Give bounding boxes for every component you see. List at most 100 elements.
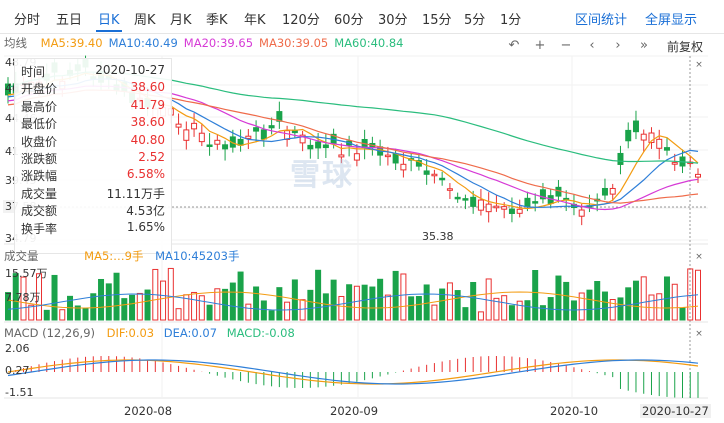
- scroll-left-icon[interactable]: ‹: [589, 38, 595, 53]
- tab-11[interactable]: 5分: [464, 13, 486, 28]
- zoom-in-icon[interactable]: +: [534, 38, 546, 53]
- candle-body: [268, 125, 275, 129]
- tooltip-value: 2020-10-27: [95, 63, 165, 77]
- ma-legend-item: MA10:40.49: [108, 36, 178, 50]
- tooltip-value: 38.60: [130, 115, 165, 130]
- ma-legend-item: MA30:39.05: [259, 36, 329, 50]
- tab-2[interactable]: 日K: [96, 9, 122, 32]
- candle-body: [384, 154, 391, 158]
- volume-bar: [524, 300, 531, 321]
- tab-3[interactable]: 周K: [134, 13, 156, 28]
- volume-bar: [175, 308, 182, 321]
- min-price-marker: 35.38: [422, 230, 454, 243]
- ma-legend: 均线 MA5:39.40 MA10:40.49 MA20:39.65 MA30:39.…: [4, 35, 404, 51]
- volume-bar: [454, 290, 461, 321]
- fuquan-selector[interactable]: 前复权: [667, 40, 704, 54]
- volume-bar: [28, 304, 35, 321]
- volume-bar: [90, 293, 97, 321]
- scroll-right-icon[interactable]: ›: [615, 38, 621, 53]
- tab-5[interactable]: 季K: [206, 13, 228, 28]
- tooltip-value: 11.11万手: [106, 186, 165, 201]
- candle-body: [454, 196, 461, 200]
- volume-legend: 成交量 MA5:…9手 MA10:45203手: [4, 248, 240, 264]
- close-macd-icon[interactable]: ×: [695, 329, 703, 339]
- tab-12[interactable]: 1分: [500, 13, 522, 28]
- candle-body: [609, 187, 616, 195]
- volume-bar: [113, 272, 120, 321]
- volume-bar: [330, 279, 337, 321]
- volume-bar: [477, 311, 484, 321]
- tab-9[interactable]: 30分: [378, 13, 408, 28]
- date-label-oct: 2020-10: [550, 404, 599, 418]
- candle-body: [392, 153, 399, 164]
- candle-body: [524, 197, 531, 208]
- volume-ma-line: [7, 293, 699, 311]
- candle-body: [276, 111, 283, 122]
- close-volume-icon[interactable]: ×: [695, 252, 703, 262]
- tooltip-row: 收盘价 40.80: [21, 133, 165, 150]
- tab-7[interactable]: 120分: [282, 13, 320, 28]
- tab-1[interactable]: 五日: [56, 13, 83, 28]
- candle-body: [315, 141, 322, 149]
- tooltip-row: 最低价 38.60: [21, 115, 165, 132]
- candle-body: [501, 206, 508, 210]
- volume-bar: [36, 273, 43, 321]
- ma-legend-title: 均线: [4, 36, 27, 50]
- tab-8[interactable]: 60分: [334, 13, 364, 28]
- date-label-cursor: 2020-10-27: [640, 404, 711, 418]
- tooltip-key: 涨跌幅: [21, 169, 58, 184]
- candle-body: [648, 132, 655, 143]
- fast-forward-icon[interactable]: »: [640, 38, 648, 53]
- volume-bar: [563, 281, 570, 321]
- ma-legend-item: MA60:40.84: [334, 36, 404, 50]
- volume-bar: [136, 292, 143, 321]
- volume-bar: [284, 301, 291, 321]
- candle-body: [578, 209, 585, 217]
- candle-body: [671, 162, 678, 165]
- tooltip-row: 开盘价 38.60: [21, 80, 165, 97]
- tooltip-value: 41.79: [130, 97, 165, 112]
- undo-icon[interactable]: ↶: [508, 38, 520, 53]
- close-kline-icon[interactable]: ×: [695, 60, 703, 70]
- volume-bar: [377, 278, 384, 321]
- volume-bar: [625, 287, 632, 321]
- volume-bar: [160, 280, 167, 321]
- volume-bar: [74, 305, 81, 321]
- volume-ytick-top: 15.57万: [5, 267, 48, 280]
- volume-ma10: MA10:45203手: [155, 249, 240, 263]
- candle-body: [222, 144, 229, 150]
- volume-bar: [12, 273, 19, 321]
- volume-bar: [423, 284, 430, 321]
- zoom-out-icon[interactable]: −: [560, 38, 572, 53]
- volume-bar: [446, 282, 453, 321]
- fullscreen-button[interactable]: 全屏显示: [645, 13, 698, 28]
- candle-body: [485, 203, 492, 213]
- candle-body: [462, 198, 469, 201]
- volume-bar: [315, 269, 322, 321]
- candle-body: [284, 130, 291, 140]
- tab-10[interactable]: 15分: [422, 13, 452, 28]
- tab-4[interactable]: 月K: [170, 13, 192, 28]
- macd-dif: DIF:0.03: [106, 326, 155, 340]
- volume-bar: [167, 267, 174, 321]
- volume-bar: [121, 298, 128, 321]
- volume-bar: [470, 281, 477, 321]
- range-stats-button[interactable]: 区间统计: [575, 13, 628, 28]
- volume-bar: [617, 297, 624, 321]
- volume-bar: [51, 274, 58, 321]
- tooltip-row: 换手率 1.65%: [21, 220, 165, 237]
- ma-legend-item: MA5:39.40: [40, 36, 103, 50]
- volume-bar: [129, 294, 136, 321]
- candle-body: [601, 187, 608, 196]
- tooltip-value: 40.80: [130, 132, 165, 147]
- candle-body: [191, 122, 198, 130]
- volume-bar: [493, 297, 500, 321]
- candle-body: [260, 129, 267, 140]
- macd-value: MACD:-0.08: [226, 326, 295, 340]
- volume-bar: [98, 278, 105, 321]
- tooltip-key: 换手率: [21, 221, 58, 236]
- candle-body: [656, 138, 663, 149]
- tab-6[interactable]: 年K: [244, 13, 266, 28]
- tab-0[interactable]: 分时: [14, 13, 41, 28]
- macd-dea: DEA:0.07: [163, 326, 218, 340]
